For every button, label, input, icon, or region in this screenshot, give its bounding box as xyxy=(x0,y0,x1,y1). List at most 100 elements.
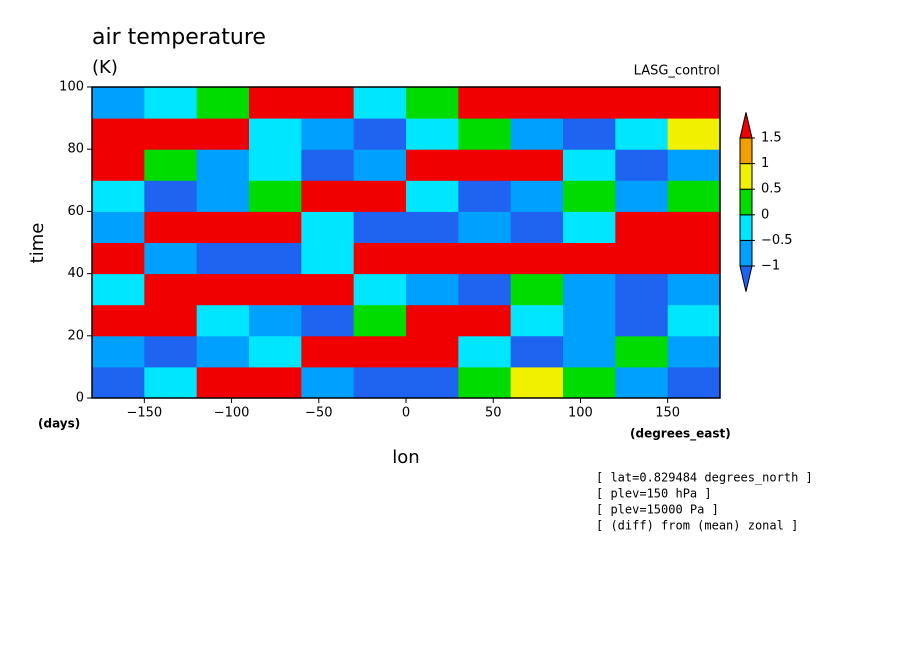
contour-cell xyxy=(144,335,198,368)
contour-cell xyxy=(301,304,355,337)
contour-cell xyxy=(615,304,669,337)
contour-cell xyxy=(249,211,302,243)
x-tick-label: 150 xyxy=(655,406,680,421)
contour-cell xyxy=(667,87,721,119)
contour-cell xyxy=(615,366,669,399)
contour-cell xyxy=(563,211,616,243)
contour-cell xyxy=(301,87,355,119)
contour-cell xyxy=(301,335,355,368)
contour-cell xyxy=(615,211,669,243)
contour-cell xyxy=(196,180,250,212)
contour-cell xyxy=(249,180,302,212)
colorbar-label: 0 xyxy=(761,207,769,222)
contour-cell xyxy=(406,211,459,243)
contour-cell xyxy=(196,211,250,243)
contour-cell xyxy=(196,87,250,119)
contour-cell xyxy=(563,149,616,181)
contour-cell xyxy=(406,304,459,337)
contour-cell xyxy=(144,149,198,181)
colorbar-label: 1.5 xyxy=(761,131,782,146)
note: [ plev=15000 Pa ] xyxy=(596,503,719,517)
contour-cell xyxy=(249,273,302,306)
contour-cell xyxy=(301,149,355,181)
contour-cell xyxy=(406,335,459,368)
colorbar-box xyxy=(739,137,753,165)
contour-cell xyxy=(301,211,355,243)
contour-cell xyxy=(510,366,564,399)
contour-cell xyxy=(458,273,512,306)
y-axis-label: time xyxy=(27,223,48,264)
contour-cell xyxy=(667,304,721,337)
contour-cell xyxy=(615,118,669,150)
dataset: LASG_control xyxy=(634,64,720,79)
contour-cell xyxy=(615,335,669,368)
contour-cell xyxy=(563,87,616,119)
contour-cell xyxy=(563,366,616,399)
contour-cell xyxy=(667,273,721,306)
y-tick-label: 0 xyxy=(76,391,84,406)
y-tick-label: 100 xyxy=(59,80,84,95)
contour-cell xyxy=(92,211,145,243)
contour-cell xyxy=(144,366,198,399)
contour-cell xyxy=(615,87,669,119)
contour-cell xyxy=(510,273,564,306)
contour-cell xyxy=(510,335,564,368)
contour-cell xyxy=(510,211,564,243)
x-units: (degrees_east) xyxy=(630,427,731,442)
contour-cell xyxy=(458,180,512,212)
contour-cell xyxy=(458,118,512,150)
contour-cell xyxy=(615,180,669,212)
colorbar-label: −0.5 xyxy=(761,233,793,248)
contour-cell xyxy=(249,304,302,337)
contour-cell xyxy=(92,180,145,212)
contour-cell xyxy=(144,304,198,337)
contour-cell xyxy=(196,149,250,181)
colorbar-label: 1 xyxy=(761,156,769,171)
x-tick-label: 50 xyxy=(485,406,502,421)
contour-cell xyxy=(458,211,512,243)
contour-cell xyxy=(196,304,250,337)
contour-cell xyxy=(144,242,198,275)
note: [ lat=0.829484 degrees_north ] xyxy=(596,471,813,485)
note: [ plev=150 hPa ] xyxy=(596,487,712,501)
contour-cell xyxy=(458,304,512,337)
contour-cell xyxy=(92,304,145,337)
contour-cell xyxy=(301,180,355,212)
x-tick-label: 0 xyxy=(402,406,410,421)
contour-cell xyxy=(301,118,355,150)
contour-cell xyxy=(353,211,407,243)
contour-cell xyxy=(563,335,616,368)
colorbar-box xyxy=(739,188,753,216)
contour-cell xyxy=(249,87,302,119)
contour-cell xyxy=(144,180,198,212)
contour-cell xyxy=(458,87,512,119)
contour-cell xyxy=(196,242,250,275)
contour-cell xyxy=(510,242,564,275)
colorbar-box xyxy=(739,163,753,190)
colorbar-label: −1 xyxy=(761,259,780,274)
contour-cell xyxy=(144,87,198,119)
contour-cell xyxy=(563,180,616,212)
y-tick-label: 40 xyxy=(67,266,84,281)
contour-cell xyxy=(144,211,198,243)
contour-cell xyxy=(353,87,407,119)
contour-cell xyxy=(92,87,145,119)
contour-cell xyxy=(563,273,616,306)
contour-cell xyxy=(301,273,355,306)
contour-cell xyxy=(563,304,616,337)
contour-cell xyxy=(667,366,721,399)
contour-cell xyxy=(353,149,407,181)
contour-cell xyxy=(249,149,302,181)
contour-cell xyxy=(92,366,145,399)
contour-cell xyxy=(615,273,669,306)
x-tick-label: −50 xyxy=(305,406,332,421)
units: (K) xyxy=(92,57,118,78)
contour-cell xyxy=(353,242,407,275)
contour-cell xyxy=(406,273,459,306)
colorbar-cap xyxy=(739,265,753,292)
contour-cell xyxy=(249,335,302,368)
contour-cell xyxy=(615,149,669,181)
contour-cell xyxy=(92,335,145,368)
x-tick-label: −150 xyxy=(126,406,162,421)
contour-cell xyxy=(667,335,721,368)
